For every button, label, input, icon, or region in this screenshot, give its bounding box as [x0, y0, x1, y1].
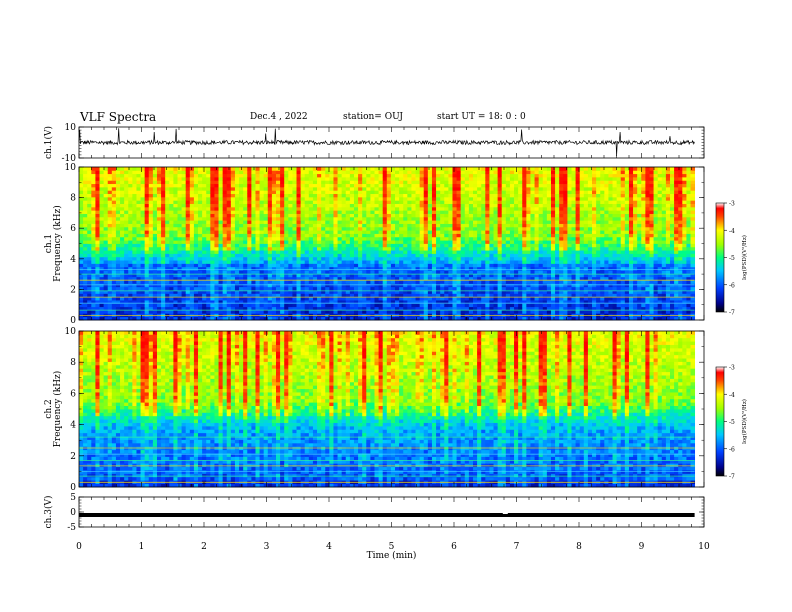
x-axis: 0 1 2 3 4 5 6 7 8 9 10 Time (min) [76, 542, 710, 561]
ch2-spectrogram-axes: 0 2 4 6 8 10 ch.2 Frequency (kHz) [44, 327, 705, 493]
x-axis-title: Time (min) [367, 550, 417, 561]
station-label: station= OUJ [343, 112, 404, 122]
colorbar-tick-label: -6 [729, 446, 735, 453]
y-tick-label: 4 [70, 421, 76, 431]
y-tick-label: 6 [70, 224, 76, 234]
colorbar-tick-label: -4 [729, 228, 735, 235]
y-tick-label: 2 [70, 285, 76, 295]
y-axis-label: ch.3(V) [43, 496, 54, 529]
y-tick-label: -5 [67, 523, 76, 533]
x-tick-label: 10 [698, 542, 710, 552]
colorbar-tick-label: -3 [729, 365, 735, 372]
x-tick-label: 4 [326, 542, 332, 552]
y-tick-label: 0 [70, 508, 76, 518]
y-tick-label: 5 [70, 493, 76, 503]
x-tick-label: 5 [389, 542, 395, 552]
y-axis-label: ch.1 [44, 234, 54, 253]
y-tick-label: 10 [65, 163, 77, 173]
colorbar-tick-label: -5 [729, 419, 735, 426]
colorbar-label: log(PSD)(V²/Hz) [741, 399, 748, 444]
ch3-waveform-axes: 5 0 -5 ch.3(V) [43, 493, 705, 533]
date-label: Dec.4 , 2022 [250, 112, 308, 122]
y-tick-label: 0 [70, 483, 76, 493]
y-tick-label: 10 [65, 327, 77, 337]
x-tick-label: 2 [201, 542, 207, 552]
ch1-waveform-axes: 10 -10 ch.1(V) [43, 123, 705, 164]
ch3-waveform-trace [79, 512, 695, 517]
y-axis-label: ch.1(V) [43, 126, 54, 159]
colorbar-tick-label: -7 [729, 474, 735, 481]
y-tick-label: 10 [65, 123, 77, 133]
colorbar-label: log(PSD)(V²/Hz) [741, 235, 748, 280]
ch1-spectrogram-axes: 0 2 4 6 8 10 ch.1 Frequency (kHz) [44, 163, 705, 326]
y-axis-label: ch.2 [44, 399, 54, 418]
ch1-colorbar: -3 -4 -5 -6 -7 log(PSD)(V²/Hz) [715, 201, 748, 317]
x-tick-label: 6 [451, 542, 457, 552]
y-axis-label: Frequency (kHz) [52, 371, 63, 448]
colorbar-tick-label: -4 [729, 392, 735, 399]
y-tick-label: -10 [62, 154, 77, 164]
x-tick-label: 3 [264, 542, 270, 552]
y-axis-label: Frequency (kHz) [52, 205, 63, 282]
y-tick-label: 2 [70, 452, 76, 462]
start-time-label: start UT = 18: 0 : 0 [437, 112, 526, 122]
figure-title: VLF Spectra [80, 110, 157, 124]
x-tick-label: 7 [514, 542, 520, 552]
colorbar-tick-label: -7 [729, 310, 735, 317]
x-tick-label: 1 [139, 542, 145, 552]
colorbar-tick-label: -6 [729, 282, 735, 289]
y-tick-label: 6 [70, 389, 76, 399]
ch1-spectrogram-image [79, 167, 696, 321]
y-tick-label: 8 [70, 358, 76, 368]
ch1-waveform-trace [78, 128, 695, 156]
x-tick-label: 0 [76, 542, 82, 552]
ch2-colorbar: -3 -4 -5 -6 -7 log(PSD)(V²/Hz) [715, 365, 748, 481]
x-tick-label: 9 [639, 542, 645, 552]
ch2-spectrogram-image [79, 331, 696, 488]
colorbar-tick-label: -5 [729, 255, 735, 262]
y-tick-label: 8 [70, 194, 76, 204]
y-tick-label: 4 [70, 255, 76, 265]
colorbar-tick-label: -3 [729, 201, 735, 208]
y-tick-label: 0 [70, 316, 76, 326]
x-tick-label: 8 [576, 542, 582, 552]
